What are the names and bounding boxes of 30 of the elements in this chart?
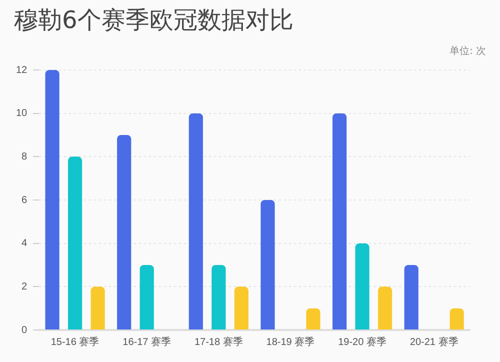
chart-title: 穆勒6个赛季欧冠数据对比 bbox=[14, 5, 294, 36]
x-tick-label: 20-21 赛季 bbox=[410, 336, 458, 348]
y-tick-label: 2 bbox=[22, 281, 28, 292]
bar bbox=[90, 286, 105, 330]
bar bbox=[68, 156, 82, 330]
y-tick-label: 0 bbox=[22, 324, 28, 336]
bar bbox=[332, 113, 347, 330]
bar bbox=[188, 113, 203, 330]
y-tick-label: 12 bbox=[16, 64, 28, 76]
bar bbox=[140, 265, 154, 330]
x-tick-label: 15-16 赛季 bbox=[50, 336, 100, 348]
x-tick-label: 17-18 赛季 bbox=[194, 336, 243, 348]
bar bbox=[378, 286, 392, 330]
text: 单位: 次 bbox=[449, 44, 486, 58]
y-tick-label: 6 bbox=[22, 194, 28, 206]
y-tick-label: 10 bbox=[16, 108, 28, 120]
bar bbox=[45, 70, 60, 330]
bar bbox=[117, 135, 132, 330]
bar bbox=[306, 308, 320, 330]
x-tick-label: 18-19 赛季 bbox=[266, 336, 315, 348]
bar bbox=[260, 200, 275, 330]
bar bbox=[234, 286, 248, 330]
bar bbox=[404, 265, 418, 330]
bar bbox=[212, 265, 226, 330]
x-tick-label: 16-17 赛季 bbox=[122, 336, 172, 348]
x-tick-label: 19-20 赛季 bbox=[338, 336, 386, 348]
y-tick-label: 8 bbox=[22, 151, 28, 162]
y-tick-label: 4 bbox=[22, 238, 28, 250]
bar bbox=[450, 308, 464, 330]
bar bbox=[355, 243, 370, 330]
